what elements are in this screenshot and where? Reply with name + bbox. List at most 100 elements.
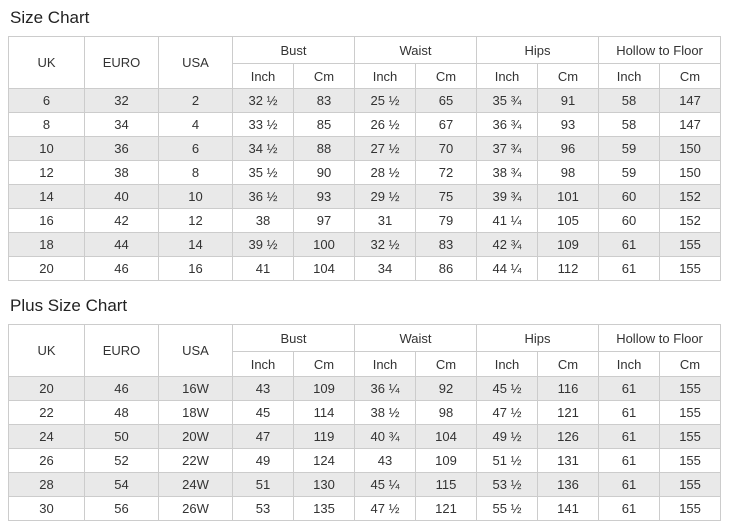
size-cell: 98 (537, 160, 600, 185)
size-cell: 16W (158, 376, 233, 401)
size-cell: 58 (598, 112, 661, 137)
size-cell: 85 (292, 112, 356, 137)
size-cell: 30 (8, 496, 85, 521)
size-cell: 141 (537, 496, 600, 521)
size-cell: 34 (84, 112, 159, 137)
col-header-bust-inch: Inch (232, 63, 294, 89)
size-cell: 50 (84, 424, 159, 449)
size-cell: 112 (537, 256, 600, 281)
col-group-waist: Waist (354, 36, 478, 64)
col-group-bust: Bust (231, 36, 356, 64)
size-cell: 18 (8, 232, 85, 257)
size-cell: 72 (415, 160, 478, 185)
size-cell: 43 (232, 376, 294, 401)
size-cell: 92 (415, 376, 478, 401)
size-cell: 109 (292, 376, 356, 401)
size-cell: 41 (232, 256, 294, 281)
size-cell: 39 ½ (232, 232, 294, 257)
size-cell: 119 (292, 424, 356, 449)
table-row: 12 38 8 35 ½ 90 28 ½ 72 38 ¾ 98 59 150 (8, 160, 722, 185)
size-cell: 36 ¼ (354, 376, 417, 401)
size-cell: 67 (415, 112, 478, 137)
col-header-hips-inch: Inch (476, 351, 539, 377)
size-cell: 124 (292, 448, 356, 473)
size-cell: 40 (84, 184, 159, 209)
size-cell: 38 ¾ (476, 160, 539, 185)
size-cell: 152 (659, 208, 722, 233)
size-cell: 45 (232, 400, 294, 425)
col-header-euro: EURO (84, 324, 159, 377)
size-cell: 96 (537, 136, 600, 161)
size-cell: 39 ¾ (476, 184, 539, 209)
size-cell: 38 ½ (354, 400, 417, 425)
size-cell: 155 (659, 376, 722, 401)
size-cell: 54 (84, 472, 159, 497)
size-cell: 155 (659, 472, 722, 497)
plus-size-chart-section: Plus Size Chart UK EURO USA Bust Waist H… (8, 295, 722, 521)
size-cell: 147 (659, 112, 722, 137)
size-cell: 2 (158, 88, 233, 113)
size-cell: 42 ¾ (476, 232, 539, 257)
table-row: 28 54 24W 51 130 45 ¼ 115 53 ½ 136 61 155 (8, 472, 722, 497)
size-cell: 10 (8, 136, 85, 161)
size-cell: 115 (415, 472, 478, 497)
size-cell: 98 (415, 400, 478, 425)
size-cell: 14 (8, 184, 85, 209)
col-header-waist-inch: Inch (354, 63, 417, 89)
size-cell: 131 (537, 448, 600, 473)
size-cell: 150 (659, 160, 722, 185)
size-cell: 97 (292, 208, 356, 233)
size-cell: 116 (537, 376, 600, 401)
table-row: 6 32 2 32 ½ 83 25 ½ 65 35 ¾ 91 58 147 (8, 88, 722, 113)
table-row: 22 48 18W 45 114 38 ½ 98 47 ½ 121 61 155 (8, 400, 722, 425)
size-cell: 61 (598, 400, 661, 425)
size-cell: 75 (415, 184, 478, 209)
plus-size-chart-header: UK EURO USA Bust Waist Hips Hollow to Fl… (8, 324, 722, 377)
size-cell: 105 (537, 208, 600, 233)
size-cell: 114 (292, 400, 356, 425)
size-cell: 12 (158, 208, 233, 233)
col-header-hollow-inch: Inch (598, 63, 661, 89)
size-cell: 56 (84, 496, 159, 521)
size-cell: 93 (292, 184, 356, 209)
size-cell: 47 (232, 424, 294, 449)
size-cell: 45 ½ (476, 376, 539, 401)
col-header-hips-inch: Inch (476, 63, 539, 89)
col-group-hips: Hips (476, 324, 600, 352)
size-cell: 135 (292, 496, 356, 521)
col-group-waist: Waist (354, 324, 478, 352)
col-header-hollow-inch: Inch (598, 351, 661, 377)
size-cell: 35 ¾ (476, 88, 539, 113)
size-cell: 121 (537, 400, 600, 425)
size-cell: 155 (659, 448, 722, 473)
size-cell: 104 (292, 256, 356, 281)
size-cell: 6 (8, 88, 85, 113)
size-cell: 32 (84, 88, 159, 113)
table-row: 18 44 14 39 ½ 100 32 ½ 83 42 ¾ 109 61 155 (8, 232, 722, 257)
size-cell: 46 (84, 376, 159, 401)
size-cell: 155 (659, 424, 722, 449)
size-cell: 6 (158, 136, 233, 161)
size-cell: 53 ½ (476, 472, 539, 497)
size-cell: 60 (598, 184, 661, 209)
size-cell: 18W (158, 400, 233, 425)
col-header-uk: UK (8, 36, 85, 89)
table-row: 24 50 20W 47 119 40 ¾ 104 49 ½ 126 61 155 (8, 424, 722, 449)
size-cell: 126 (537, 424, 600, 449)
size-cell: 150 (659, 136, 722, 161)
size-cell: 60 (598, 208, 661, 233)
size-cell: 52 (84, 448, 159, 473)
table-row: 26 52 22W 49 124 43 109 51 ½ 131 61 155 (8, 448, 722, 473)
size-cell: 24 (8, 424, 85, 449)
col-header-waist-inch: Inch (354, 351, 417, 377)
size-cell: 155 (659, 232, 722, 257)
size-cell: 8 (8, 112, 85, 137)
size-cell: 104 (415, 424, 478, 449)
size-cell: 61 (598, 472, 661, 497)
col-group-hollow-to-floor: Hollow to Floor (598, 324, 722, 352)
size-cell: 155 (659, 256, 722, 281)
size-cell: 24W (158, 472, 233, 497)
size-chart-body: 6 32 2 32 ½ 83 25 ½ 65 35 ¾ 91 58 147 8 34 4 33 ½ 85 26 … (8, 88, 722, 281)
col-header-bust-cm: Cm (292, 63, 356, 89)
size-cell: 121 (415, 496, 478, 521)
